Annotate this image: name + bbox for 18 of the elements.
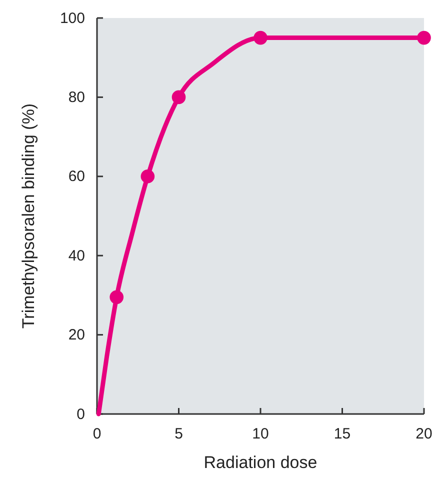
point [110,290,124,304]
x-tick-label: 5 [174,426,183,443]
point [417,30,431,45]
x-tick-label: 10 [252,426,269,443]
point [140,170,155,184]
y-tick-label: 80 [68,89,85,106]
x-tick-label: 20 [416,426,432,443]
y-axis-title: Trimethylpsoralen binding (%) [19,103,38,329]
x-tick-label: 0 [92,426,102,443]
y-tick-label: 20 [68,326,85,344]
y-tick-label: 40 [68,247,85,264]
x-axis-title: Radiation dose [204,453,318,472]
y-tick-label: 0 [76,406,85,423]
x-tick-label: 15 [334,426,351,443]
point [254,30,268,45]
point [172,90,186,104]
y-tick-label: 60 [68,168,85,186]
y-tick-label: 100 [60,10,85,27]
